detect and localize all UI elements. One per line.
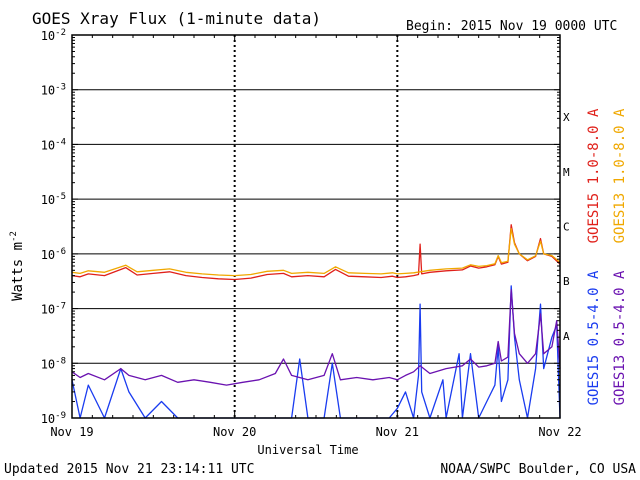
y-tick-exponent: -8	[55, 356, 66, 366]
flare-class-label: C	[563, 221, 570, 234]
y-tick-label: 10-7	[41, 302, 66, 317]
y-tick-label: 10-9	[41, 411, 66, 426]
flare-class-label: M	[563, 166, 570, 179]
data-source: NOAA/SWPC Boulder, CO USA	[440, 462, 636, 477]
y-tick-base: 10	[41, 29, 55, 43]
y-axis-label-exponent: -2	[9, 231, 19, 242]
legend-entry: GOES13 0.5-4.0 A	[612, 270, 628, 405]
y-axis-label: Watts m-2	[9, 231, 26, 301]
y-tick-base: 10	[41, 412, 55, 426]
y-tick-exponent: -6	[55, 247, 66, 257]
y-tick-label: 10-3	[41, 83, 66, 98]
series-line	[71, 224, 561, 281]
series-line	[71, 289, 561, 386]
legend-short-wavelength: GOES15 0.5-4.0 A GOES13 0.5-4.0 A	[586, 270, 628, 405]
x-tick-label: Nov 22	[538, 425, 581, 439]
y-tick-exponent: -9	[55, 411, 66, 421]
y-tick-label: 10-8	[41, 356, 66, 371]
flare-class-label: A	[563, 330, 570, 343]
x-axis-label: Universal Time	[257, 443, 358, 457]
y-tick-base: 10	[41, 303, 55, 317]
updated-timestamp: Updated 2015 Nov 21 23:14:11 UTC	[4, 462, 254, 477]
y-tick-base: 10	[41, 248, 55, 262]
chart-title: GOES Xray Flux (1-minute data)	[32, 9, 321, 28]
y-tick-label: 10-5	[41, 192, 66, 207]
y-tick-label: 10-2	[41, 28, 66, 43]
x-tick-label: Nov 20	[213, 425, 256, 439]
y-tick-exponent: -2	[55, 28, 66, 38]
legend-long-wavelength: GOES15 1.0-8.0 A GOES13 1.0-8.0 A	[586, 108, 628, 243]
begin-label: Begin: 2015 Nov 19 0000 UTC	[406, 19, 617, 34]
x-tick-label: Nov 21	[376, 425, 419, 439]
y-tick-base: 10	[41, 138, 55, 152]
legend-entry: GOES15 1.0-8.0 A	[586, 108, 602, 243]
y-tick-exponent: -7	[55, 302, 66, 312]
flare-class-label: B	[563, 275, 570, 288]
legend-entry: GOES15 0.5-4.0 A	[586, 270, 602, 405]
y-axis-label-main: Watts m	[10, 242, 26, 301]
x-tick-label: Nov 19	[50, 425, 93, 439]
y-tick-exponent: -4	[55, 137, 66, 147]
legend-entry: GOES13 1.0-8.0 A	[612, 108, 628, 243]
y-tick-label: 10-6	[41, 247, 66, 262]
y-tick-base: 10	[41, 84, 55, 98]
y-tick-exponent: -3	[55, 83, 66, 93]
y-tick-label: 10-4	[41, 137, 66, 152]
series-line	[71, 227, 561, 277]
grid	[72, 35, 560, 418]
y-tick-exponent: -5	[55, 192, 66, 202]
y-tick-base: 10	[41, 193, 55, 207]
flare-class-label: X	[563, 111, 570, 124]
y-tick-base: 10	[41, 357, 55, 371]
